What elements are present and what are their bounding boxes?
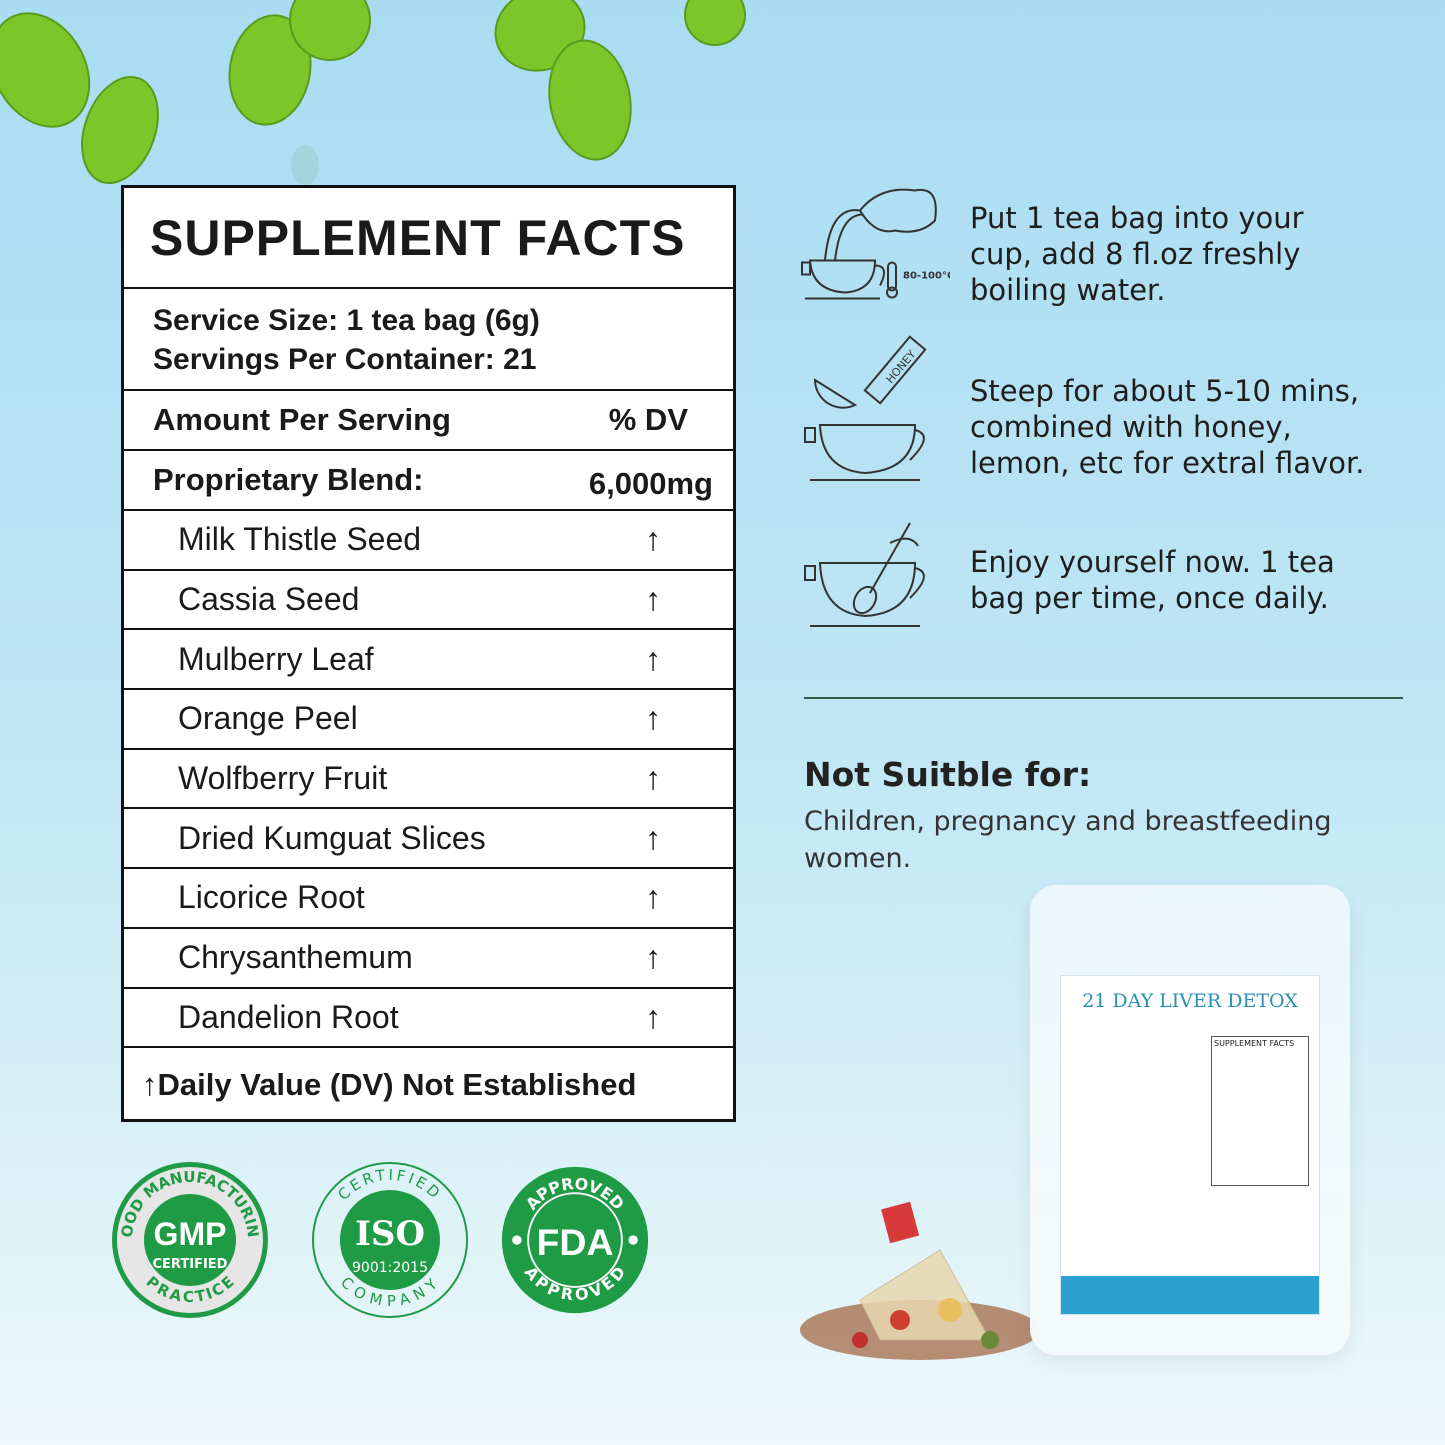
servings-per-container: Servings Per Container: 21 [153,343,537,376]
iso-main-text: ISO [355,1214,425,1254]
ingredient-row: Mulberry Leaf ↑ [124,630,733,691]
dv-arrow-icon: ↑ [645,640,661,677]
product-bag-image: 21 DAY LIVER DETOX SUPPLEMENT FACTS [1030,885,1350,1355]
warning-text: Children, pregnancy and breastfeeding wo… [804,806,1332,874]
dv-footnote: ↑Daily Value (DV) Not Established [142,1067,637,1103]
ingredient-name: Wolfberry Fruit [178,760,388,797]
ingredient-row: Milk Thistle Seed ↑ [124,511,733,571]
dv-arrow-icon: ↑ [645,521,661,558]
ingredient-row: Cassia Seed ↑ [124,571,733,631]
step-3-text: Enjoy yourself now. 1 tea bag per time, … [970,545,1335,615]
iso-badge: CERTIFIED COMPANY ISO 9001:2015 [312,1162,468,1318]
tea-bag-image [800,1201,1040,1360]
ingredient-name: Orange Peel [178,700,358,737]
ingredient-name: Chrysanthemum [178,939,413,976]
dv-arrow-icon: ↑ [645,581,661,618]
iso-sub-text: 9001:2015 [352,1260,428,1276]
fda-badge: APPROVED APPROVED FDA [501,1166,649,1314]
blend-row: Proprietary Blend: 6,000mg [124,451,733,511]
ingredient-name: Mulberry Leaf [178,640,374,677]
supplement-facts-table: SUPPLEMENT FACTS Service Size: 1 tea bag… [121,185,736,1122]
ingredient-row: Wolfberry Fruit ↑ [124,750,733,810]
gmp-badge: GOOD MANUFACTURING PRACTICE GMP CERTIFIE… [110,1160,268,1318]
serving-size: Service Size: 1 tea bag (6g) [153,304,540,337]
dv-arrow-icon: ↑ [645,939,661,976]
dv-arrow-icon: ↑ [645,760,661,797]
divider [804,697,1403,699]
bag-facts-label: SUPPLEMENT FACTS [1214,1039,1295,1048]
ingredient-name: Dandelion Root [178,998,399,1035]
ingredient-row: Chrysanthemum ↑ [124,929,733,989]
dv-arrow-icon: ↑ [645,998,661,1035]
step-1: 80-100°C Put 1 tea bag into your cup, ad… [800,178,1370,308]
leaves-decoration [0,0,746,185]
teapot-cup-icon: 80-100°C [801,188,950,300]
dv-arrow-icon: ↑ [645,819,661,856]
bag-title: 21 DAY LIVER DETOX [1082,990,1298,1012]
bag-label: 21 DAY LIVER DETOX SUPPLEMENT FACTS [1060,975,1320,1315]
ingredient-name: Dried Kumguat Slices [178,819,486,856]
gmp-main-text: GMP [154,1216,227,1252]
facts-title: SUPPLEMENT FACTS [124,188,733,289]
ingredient-row: Dried Kumguat Slices ↑ [124,809,733,870]
ingredient-row: Licorice Root ↑ [124,869,733,929]
honey-lemon-cup-icon: HONEY [804,335,927,481]
temp-label: 80-100°C [903,271,950,282]
bag-stripe [1061,1276,1319,1314]
dv-arrow-icon: ↑ [645,700,661,737]
step-2: HONEY Steep for about 5-10 mins, combine… [800,325,1390,490]
stir-spoon-cup-icon [804,522,925,627]
serving-info: Service Size: 1 tea bag (6g) Servings Pe… [124,289,733,391]
fda-main-text: FDA [536,1221,613,1263]
step-2-text: Steep for about 5-10 mins, combined with… [970,374,1365,480]
warning-heading: Not Suitble for: [804,755,1092,794]
ingredient-row: Orange Peel ↑ [124,690,733,750]
blend-amount: 6,000mg [588,466,713,501]
bag-facts-panel: SUPPLEMENT FACTS [1211,1036,1309,1186]
step-1-text: Put 1 tea bag into your cup, add 8 fl.oz… [970,201,1304,307]
ingredient-row: Dandelion Root ↑ [124,989,733,1049]
step-3: Enjoy yourself now. 1 tea bag per time, … [800,518,1370,633]
dv-header: % DV [608,402,688,437]
ingredient-name: Milk Thistle Seed [178,521,422,558]
blend-label: Proprietary Blend: [153,462,424,497]
ingredient-name: Licorice Root [178,879,365,916]
header-row: Amount Per Serving % DV [124,391,733,451]
ingredient-name: Cassia Seed [178,581,360,618]
dv-arrow-icon: ↑ [645,879,661,916]
gmp-sub-text: CERTIFIED [153,1257,228,1272]
amount-header: Amount Per Serving [153,402,451,437]
honey-label: HONEY [884,348,919,386]
